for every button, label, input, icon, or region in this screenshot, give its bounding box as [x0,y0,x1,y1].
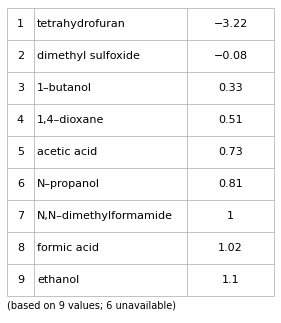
Text: 9: 9 [17,275,24,285]
Text: 1,4–dioxane: 1,4–dioxane [37,115,105,125]
Text: dimethyl sulfoxide: dimethyl sulfoxide [37,51,140,61]
Text: −3.22: −3.22 [214,19,248,29]
Text: −0.08: −0.08 [214,51,248,61]
Text: 4: 4 [17,115,24,125]
Text: 0.51: 0.51 [218,115,243,125]
Text: N,N–dimethylformamide: N,N–dimethylformamide [37,211,173,221]
Text: 1.02: 1.02 [218,243,243,253]
Text: 6: 6 [17,179,24,189]
Text: 1: 1 [17,19,24,29]
Text: 1–butanol: 1–butanol [37,83,92,93]
Text: 0.81: 0.81 [218,179,243,189]
Text: 7: 7 [17,211,24,221]
Text: 0.73: 0.73 [218,147,243,157]
Text: (based on 9 values; 6 unavailable): (based on 9 values; 6 unavailable) [7,300,176,310]
Text: 2: 2 [17,51,24,61]
Text: 8: 8 [17,243,24,253]
Text: 5: 5 [17,147,24,157]
Text: 1.1: 1.1 [222,275,239,285]
Text: ethanol: ethanol [37,275,79,285]
Text: acetic acid: acetic acid [37,147,97,157]
Text: N–propanol: N–propanol [37,179,100,189]
Text: 1: 1 [227,211,234,221]
Text: formic acid: formic acid [37,243,99,253]
Text: 0.33: 0.33 [218,83,243,93]
Text: tetrahydrofuran: tetrahydrofuran [37,19,126,29]
Text: 3: 3 [17,83,24,93]
